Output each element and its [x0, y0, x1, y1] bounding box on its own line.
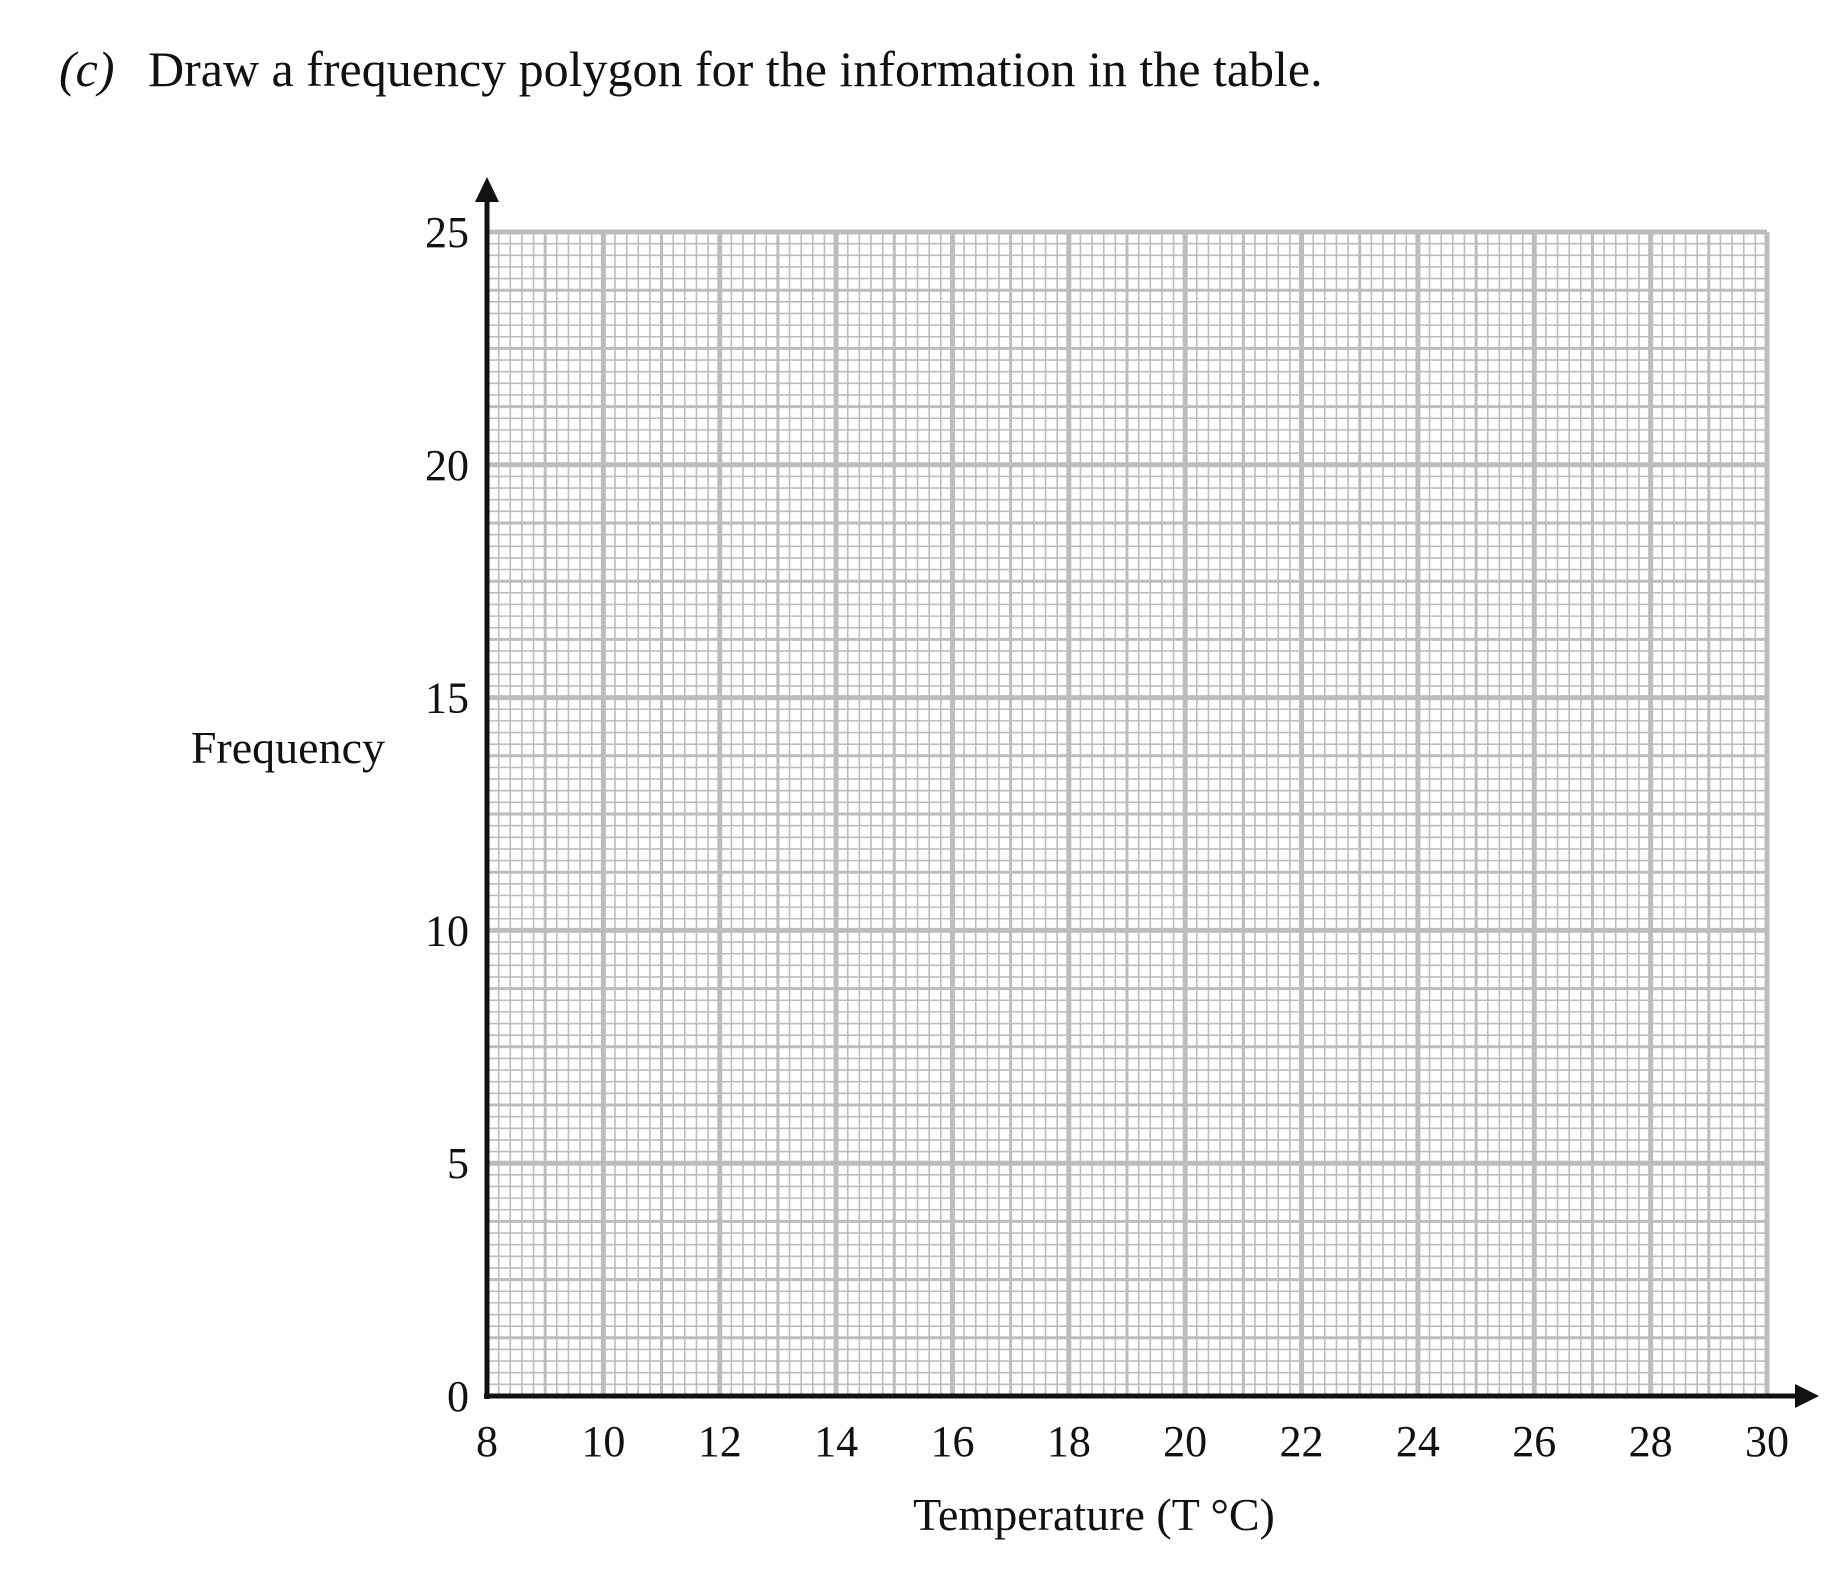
y-axis-arrow	[475, 177, 499, 202]
x-tick-label: 30	[1745, 1417, 1789, 1466]
x-tick-label: 28	[1629, 1417, 1673, 1466]
axes: 8 10 12 14 16 18 20 22 24 26 28 30 0 5 10 15 20 25	[425, 177, 1819, 1466]
y-tick-label: 25	[425, 208, 469, 257]
y-axis-label: Frequency	[191, 722, 385, 773]
x-tick-label: 18	[1047, 1417, 1091, 1466]
y-tick-label: 15	[425, 674, 469, 723]
x-axis-label: Temperature (T °C)	[913, 1489, 1275, 1540]
question-label: (c)	[59, 41, 115, 97]
y-tick-label: 5	[447, 1139, 469, 1188]
y-tick-label: 10	[425, 906, 469, 955]
x-tick-label: 20	[1163, 1417, 1207, 1466]
x-tick-label: 24	[1396, 1417, 1440, 1466]
x-axis-arrow	[1795, 1384, 1819, 1408]
x-tick-label: 26	[1512, 1417, 1556, 1466]
y-tick-label: 20	[425, 441, 469, 490]
y-tick-label: 0	[447, 1372, 469, 1421]
x-tick-label: 8	[476, 1417, 498, 1466]
x-tick-label: 12	[698, 1417, 742, 1466]
x-tick-label: 16	[930, 1417, 974, 1466]
grid	[484, 229, 1770, 1399]
x-tick-label: 22	[1280, 1417, 1324, 1466]
x-tick-label: 10	[581, 1417, 625, 1466]
chart-title: Draw a frequency polygon for the informa…	[148, 41, 1323, 97]
x-tick-label: 14	[814, 1417, 858, 1466]
